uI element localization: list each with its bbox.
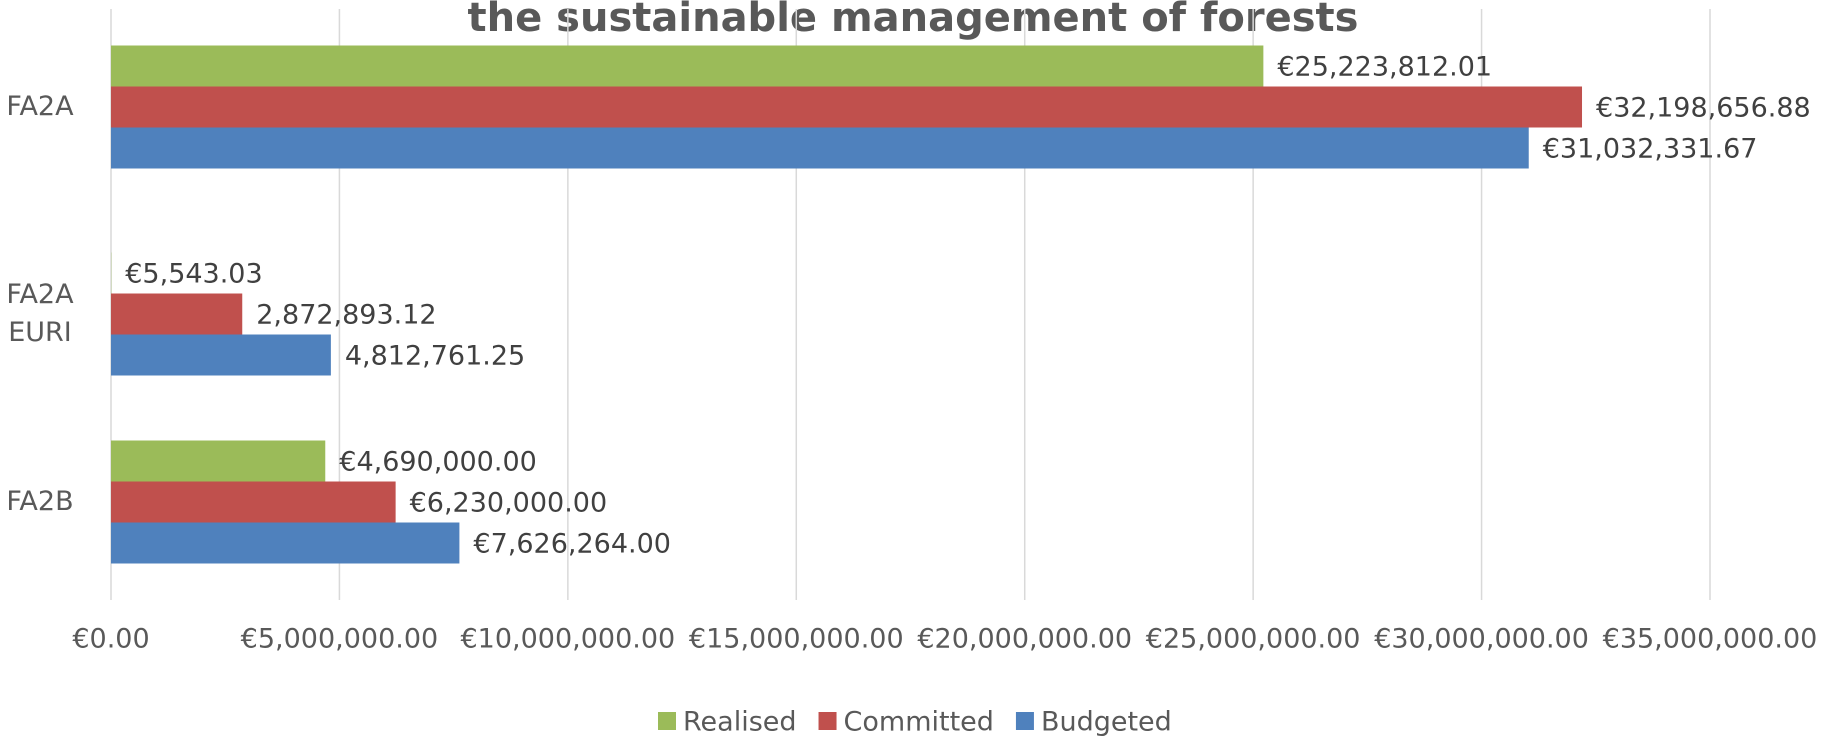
bar [111,440,326,482]
bar [111,522,460,564]
legend-label: Budgeted [1041,707,1172,736]
legend-swatch [1015,712,1034,730]
x-tick-label: €10,000,000.00 [460,624,675,655]
y-tick-label: FA2A EURI [6,279,74,348]
data-label: 4,812,761.25 [345,341,525,372]
data-label: 2,872,893.12 [256,300,436,331]
bar [111,45,1264,87]
legend-label: Realised [683,707,797,736]
data-label: €25,223,812.01 [1277,52,1492,83]
legend-label: Committed [844,707,994,736]
data-label: €5,543.03 [125,259,262,290]
x-tick-label: €30,000,000.00 [1374,624,1589,655]
chart-title: the sustainable management of forests [468,0,1359,41]
data-label: €32,198,656.88 [1596,93,1811,124]
legend-swatch [818,712,837,730]
y-tick-label: FA2A [6,91,74,122]
bar [111,481,396,523]
x-tick-label: €20,000,000.00 [917,624,1132,655]
bar [111,127,1529,169]
x-tick-label: €35,000,000.00 [1603,624,1818,655]
y-tick-label: FA2B [6,486,74,517]
bar [111,86,1583,128]
x-tick-label: €25,000,000.00 [1146,624,1361,655]
data-label: €7,626,264.00 [473,529,671,560]
legend-swatch [658,712,676,730]
x-tick-label: €0.00 [72,624,149,655]
x-tick-label: €15,000,000.00 [689,624,904,655]
x-tick-label: €5,000,000.00 [241,624,439,655]
bar [111,334,331,376]
data-label: €31,032,331.67 [1543,134,1758,165]
bar [111,293,243,335]
data-label: €4,690,000.00 [339,447,537,478]
data-label: €6,230,000.00 [410,488,608,519]
